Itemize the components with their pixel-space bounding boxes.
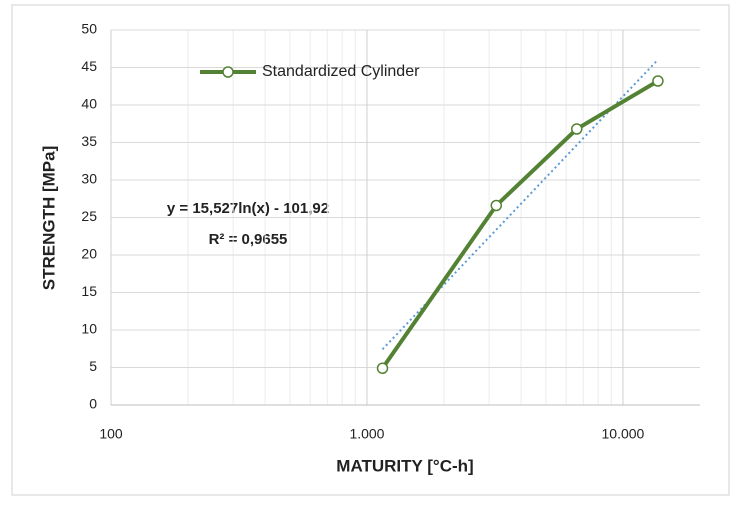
x-tick-label: 100	[99, 426, 123, 442]
y-tick-label: 15	[81, 283, 97, 299]
legend-label: Standardized Cylinder	[262, 63, 420, 80]
r-squared: R² = 0,9655	[209, 231, 288, 248]
y-tick-label: 0	[89, 396, 97, 412]
legend-marker	[222, 66, 234, 78]
y-tick-label: 45	[81, 58, 97, 74]
chart-border	[11, 4, 730, 496]
y-tick-label: 50	[81, 21, 97, 37]
y-tick-label: 25	[81, 208, 97, 224]
y-tick-label: 30	[81, 171, 97, 187]
x-tick-label: 10.000	[602, 426, 645, 442]
y-tick-label: 20	[81, 246, 97, 262]
y-tick-label: 35	[81, 133, 97, 149]
x-axis-title: MATURITY [°C-h]	[336, 456, 473, 475]
y-tick-label: 40	[81, 96, 97, 112]
y-tick-label: 10	[81, 321, 97, 337]
trendline-equation: y = 15,527ln(x) - 101,92	[167, 200, 329, 217]
marker	[376, 362, 389, 374]
marker	[490, 199, 503, 212]
y-tick-label: 5	[89, 358, 97, 374]
x-tick-label: 1.000	[349, 426, 384, 442]
series-line	[380, 79, 659, 370]
marker	[652, 75, 664, 87]
y-axis-title: STRENGTH [MPa]	[39, 146, 58, 291]
marker	[571, 123, 583, 135]
